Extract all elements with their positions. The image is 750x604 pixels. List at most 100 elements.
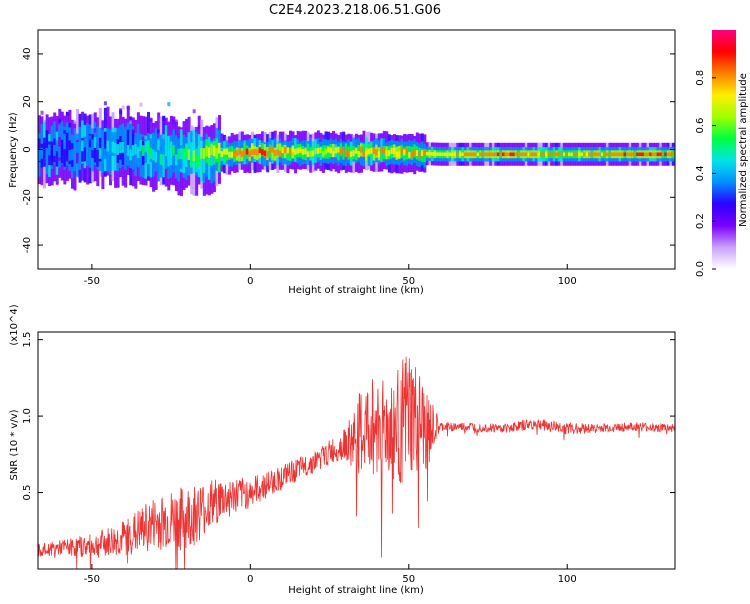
spectrogram-cell [294, 148, 298, 155]
spectrogram-cell [354, 147, 358, 154]
spectrogram-cell [572, 152, 576, 157]
spectrogram-cell [605, 152, 609, 157]
spectrogram-cell [108, 144, 112, 156]
spectrogram-cell [286, 147, 290, 161]
spectrogram-cell [230, 151, 234, 158]
spectrogram-cell [311, 150, 315, 157]
spectrogram-cell [162, 138, 166, 163]
spectrogram-cell [202, 148, 206, 159]
spectrogram-cell [218, 142, 222, 154]
spectrogram-cell [144, 141, 148, 152]
spectrogram-cell [192, 109, 196, 114]
spectrogram-cell [45, 130, 49, 155]
spectrogram-cell [463, 152, 467, 157]
spectrogram-cell [63, 138, 67, 150]
spectrogram-cell [567, 152, 571, 157]
spectrogram-cell [372, 147, 376, 154]
spectrogram-cell [60, 144, 64, 156]
spectrogram-cell [83, 136, 87, 148]
spectrogram-cell [380, 146, 384, 153]
colorbar-label: Normalized spectral amplitude [738, 73, 749, 227]
spectrogram-cell [552, 152, 556, 157]
spectrogram-cell [507, 152, 511, 157]
spectrogram-cell [420, 150, 424, 157]
spectrogram-cell [103, 101, 107, 106]
snr-y-multiplier: (x10^4) [9, 304, 20, 345]
spectrogram-cell [167, 102, 171, 107]
spectrogram-cell [491, 152, 495, 157]
spectrogram-cell [489, 152, 493, 157]
spectrogram-cell [608, 152, 612, 157]
spectrogram-cell [174, 154, 178, 166]
spectrogram-cell [121, 105, 125, 110]
x-tick-label: 0 [247, 276, 253, 287]
spectrogram-cell [40, 147, 44, 159]
spectrogram-cell [306, 151, 310, 158]
spectrogram-marks [38, 101, 675, 197]
spectrogram-cell [139, 140, 143, 151]
spectrogram-cell [344, 143, 348, 157]
spectrogram-cell [131, 130, 135, 154]
spectrogram-cell [248, 150, 252, 157]
spectrogram-cell [53, 144, 57, 156]
spectrogram-cell [296, 147, 300, 154]
spectrogram-cell [623, 152, 627, 157]
colorbar-tick-label: 0.6 [695, 118, 706, 134]
spectrogram-cell [415, 150, 419, 157]
spectrogram-cell [73, 119, 77, 124]
spectrogram-cell [192, 150, 196, 162]
spectrogram-cell [474, 152, 478, 157]
spectrogram-cell [436, 152, 440, 156]
spectrogram-cell [519, 152, 523, 157]
spectrogram-cell [141, 136, 145, 141]
spectrogram-cell [256, 149, 260, 156]
spectrogram-cell [187, 151, 191, 176]
spectrogram-cell [499, 152, 503, 157]
spectrogram-cell [154, 135, 158, 159]
spectrogram-cell [250, 149, 254, 156]
spectrogram-cell [91, 139, 95, 151]
spectrogram-cell [618, 152, 622, 157]
spectrogram-cell [147, 142, 151, 154]
spectrogram-cell [344, 151, 348, 158]
spectrogram-cell [40, 110, 44, 115]
spectrogram-cell [448, 152, 452, 157]
spectrogram-cell [481, 152, 485, 157]
spectrogram-cell [45, 130, 49, 135]
spectrogram-cell [152, 132, 156, 157]
spectrogram-cell [413, 149, 417, 156]
spectrogram-cell [190, 156, 194, 168]
spectrogram-cell [48, 144, 52, 156]
spectrogram-cell [408, 151, 412, 158]
spectrogram-cell [466, 152, 470, 157]
spectrogram-cell [669, 152, 673, 157]
spectrogram-cell [233, 151, 237, 158]
colorbar-tick-label: 0.2 [695, 213, 706, 229]
colorbar-tick-label: 0.4 [695, 165, 706, 181]
spectrogram-cell [43, 143, 47, 167]
spectrogram-cell [636, 152, 640, 157]
spectrogram-cell [306, 143, 310, 157]
spectrogram-cell [398, 151, 402, 158]
y-tick-label: -40 [22, 237, 33, 253]
spectrogram-cell [119, 142, 123, 153]
spectrogram-cell [633, 152, 637, 157]
spectrogram-cell [281, 147, 285, 154]
spectrogram-cell [550, 152, 554, 157]
spectrogram-cell [651, 152, 655, 157]
spectrogram-cell [261, 149, 265, 156]
spectrogram-cell [152, 149, 156, 161]
spectrogram-cell [141, 145, 145, 156]
spectrogram-cell [418, 152, 422, 159]
spectrogram-cell [661, 152, 665, 157]
spectrogram-cell [471, 152, 475, 157]
spectrogram-cell [200, 136, 204, 141]
spectrogram-cell [494, 152, 498, 157]
spectrogram-cell [337, 147, 341, 161]
spectrogram-cell [433, 152, 437, 156]
spectrogram-cell [504, 152, 508, 157]
spectrogram-cell [616, 152, 620, 157]
spectrogram-cell [332, 143, 336, 158]
spectrogram-cell [177, 148, 181, 172]
